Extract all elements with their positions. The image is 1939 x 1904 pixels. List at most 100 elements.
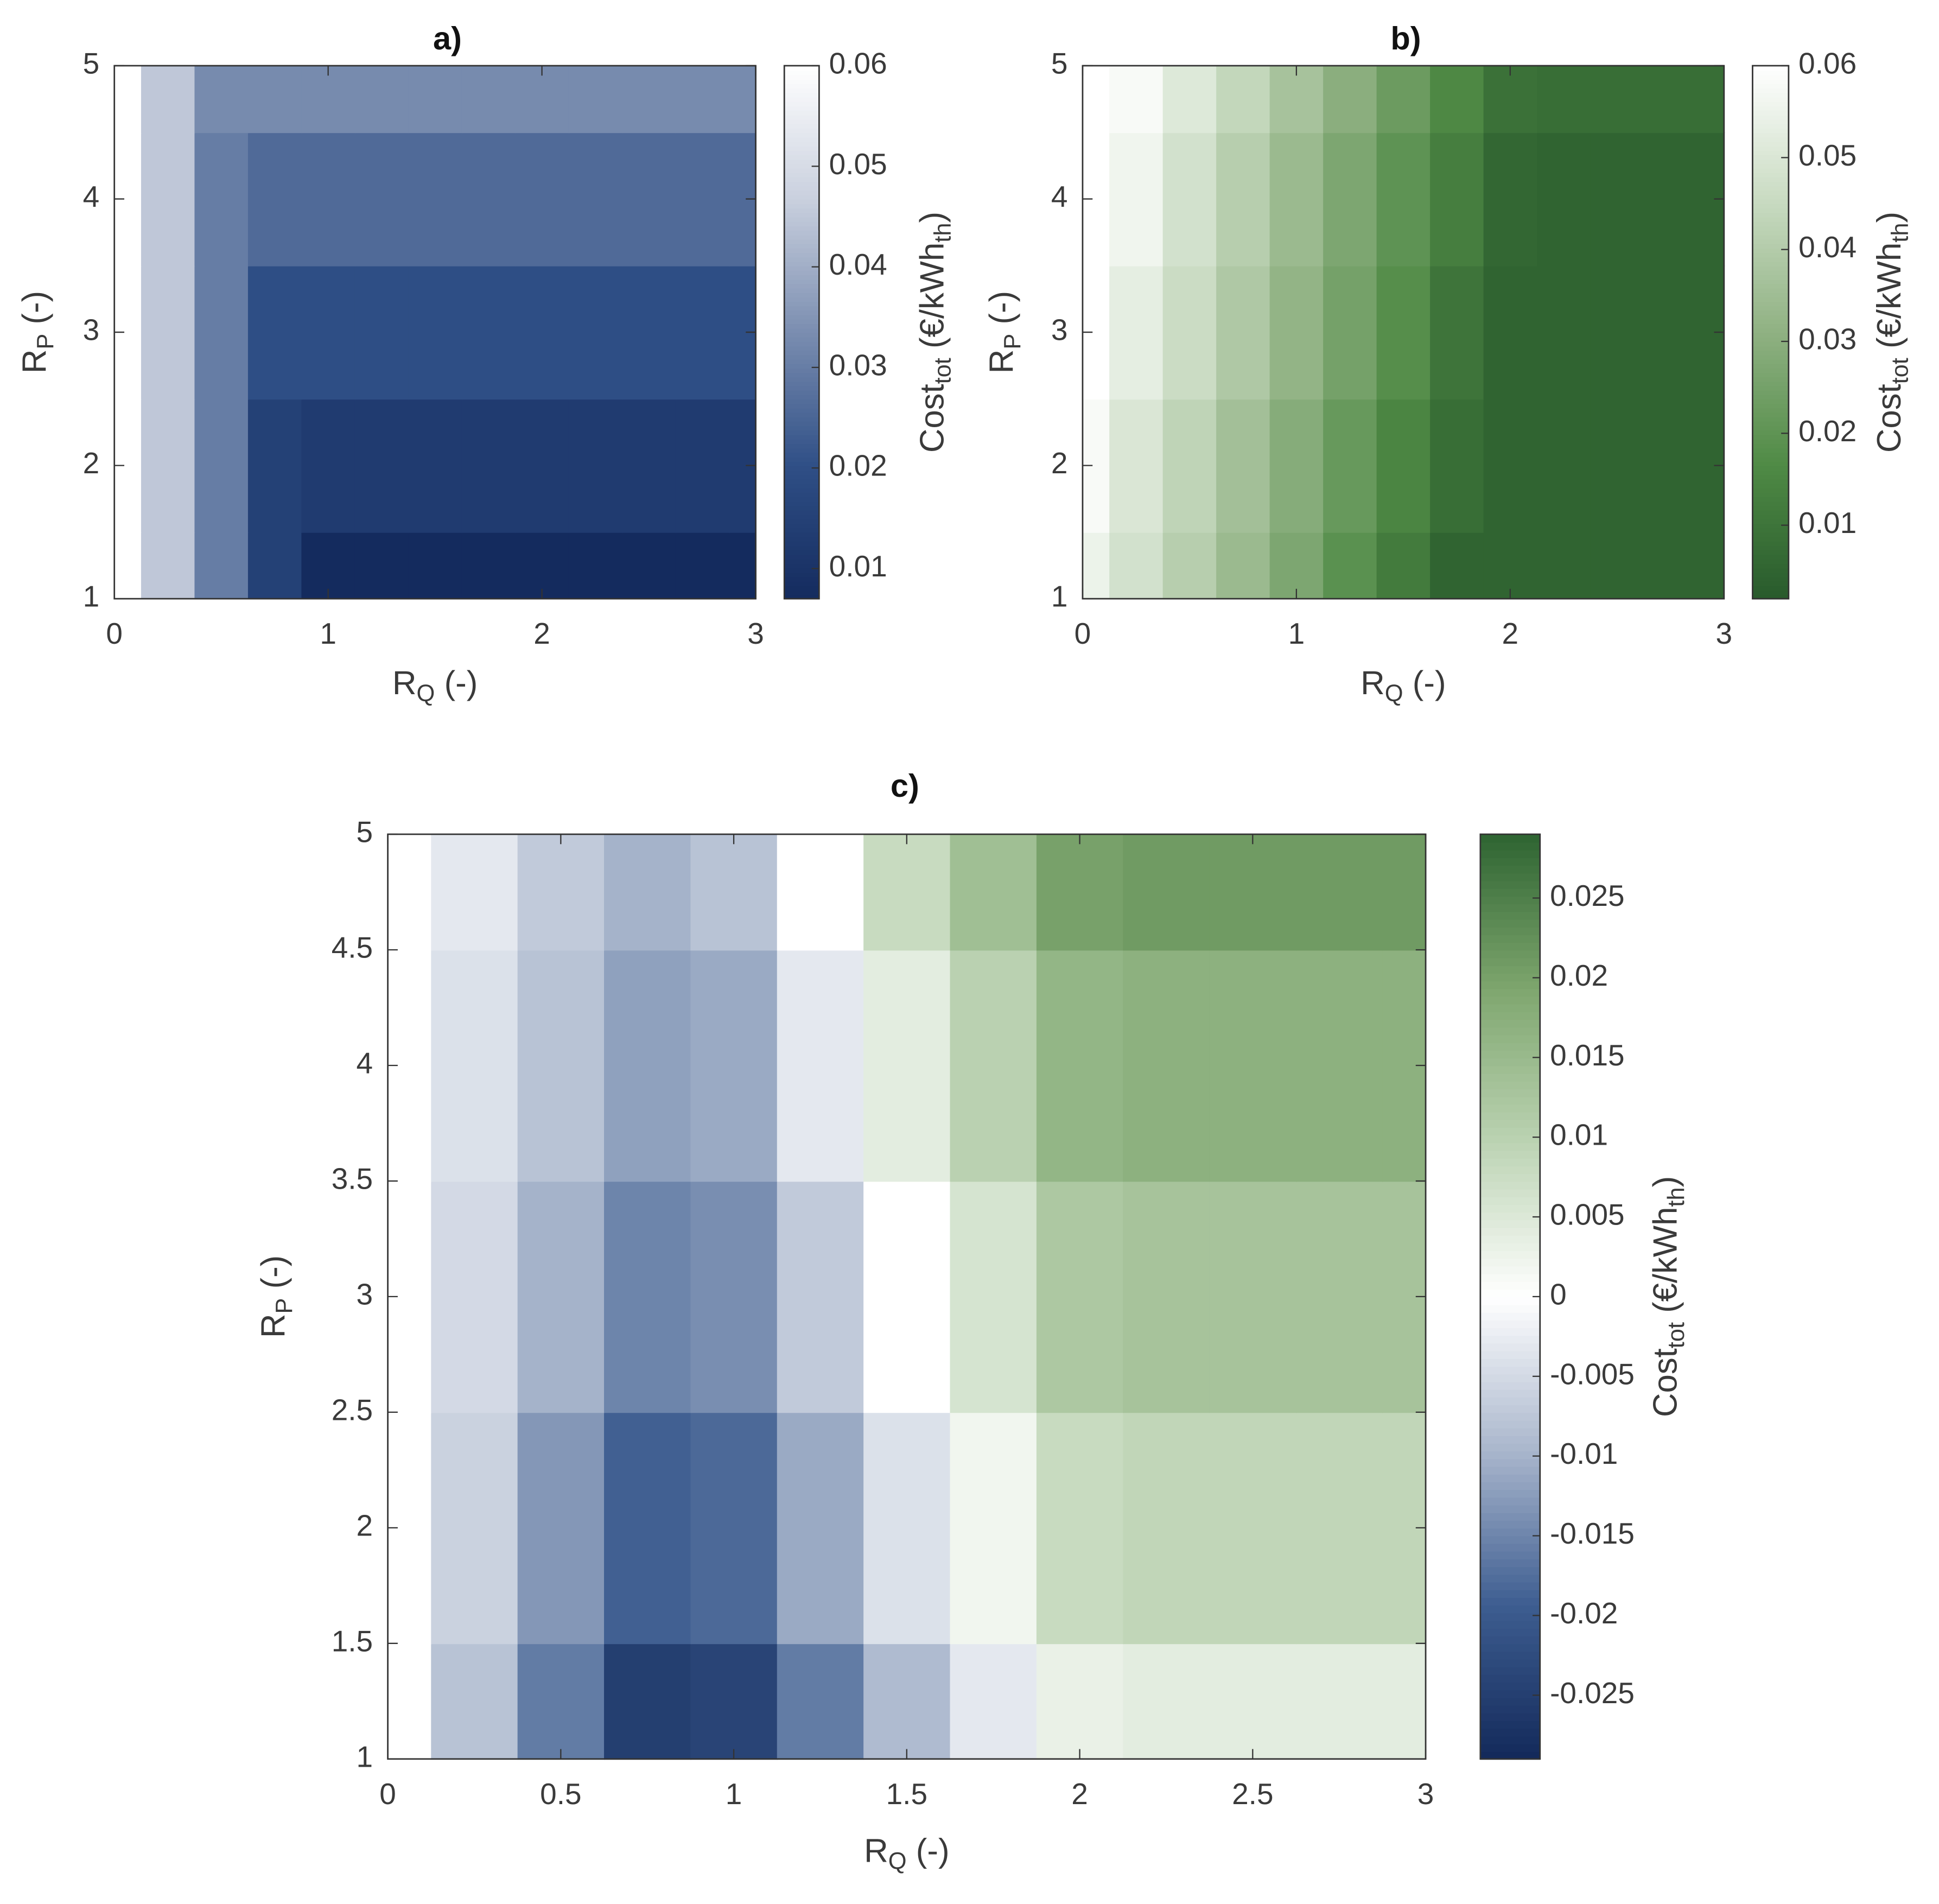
colorbar-swatch [1480,880,1540,889]
label-text: R [255,1313,293,1338]
colorbar-swatch [1480,1065,1540,1074]
cell [1537,132,1591,266]
colorbar-swatch [1752,416,1789,422]
y-tick-label: 2 [357,1508,373,1542]
colorbar-tick-label: 0.04 [1798,230,1857,264]
label-subscript: P [33,334,59,350]
colorbar-swatch [784,496,819,502]
colorbar-swatch [1752,292,1789,297]
colorbar-swatch [1752,390,1789,396]
label-text: (€/kWh [1871,243,1908,358]
colorbar-swatch [784,256,819,262]
x-tick-label: 1 [1288,617,1305,650]
colorbar-swatch [1752,496,1789,502]
colorbar-swatch [1480,1158,1540,1166]
colorbar-swatch [1752,341,1789,346]
colorbar-swatch [1752,541,1789,547]
colorbar-swatch [1480,1643,1540,1652]
colorbar-swatch [784,354,819,360]
cell [408,132,463,266]
colorbar-swatch [1480,1335,1540,1344]
cell [1216,66,1271,134]
cell [675,532,730,600]
label-subscript: th [1887,223,1913,243]
colorbar-tick-label: 0.05 [829,147,887,181]
colorbar-swatch [1752,425,1789,431]
colorbar-swatch [1480,1181,1540,1190]
colorbar-swatch [1480,1613,1540,1621]
cell [1382,834,1427,951]
y-tick-label: 4.5 [332,931,373,964]
colorbar-swatch [784,456,819,462]
cell [1483,265,1538,400]
label-subscript: tot [930,358,956,384]
colorbar-swatch [1480,1381,1540,1390]
colorbar-swatch [784,199,819,205]
colorbar-swatch [1752,110,1789,116]
cell [1697,532,1725,600]
y-axis-label: RP (-) [983,291,1026,373]
colorbar-swatch [1480,1127,1540,1136]
colorbar-swatch [784,563,819,569]
colorbar-swatch [784,247,819,253]
colorbar-swatch [1480,1427,1540,1436]
cell [1537,265,1591,400]
colorbar-tick-label: 0.06 [1798,47,1857,80]
colorbar-swatch [1752,372,1789,378]
colorbar-tick-label: 0.01 [1798,506,1857,540]
colorbar-swatch [784,350,819,356]
colorbar-swatch [1480,1597,1540,1606]
y-tick-label: 5 [83,47,100,80]
colorbar-swatch [1752,412,1789,417]
cell [1109,132,1164,266]
colorbar-swatch [784,394,819,400]
x-tick-label: 3 [1417,1777,1434,1811]
label-text: (-) [983,291,1021,334]
colorbar-swatch [1752,447,1789,453]
colorbar-swatch [1480,1512,1540,1521]
colorbar-swatch [1480,1435,1540,1444]
colorbar-swatch [1752,243,1789,249]
y-tick-label: 5 [357,815,373,849]
label-subscript: th [1663,1187,1689,1207]
cell [354,132,409,266]
cell [194,265,249,400]
colorbar-swatch [784,74,819,80]
cell [1209,950,1297,1182]
cell [1109,66,1164,134]
colorbar-swatch [1752,563,1789,569]
colorbar-swatch [1480,1751,1540,1760]
colorbar-swatch [1752,518,1789,524]
colorbar-swatch [1752,314,1789,320]
colorbar-swatch [1480,1327,1540,1336]
colorbar-swatch [1752,217,1789,222]
cell [408,265,463,400]
cell [1162,66,1217,134]
colorbar-swatch [1752,550,1789,555]
cell [431,1643,519,1760]
cell [1296,1412,1383,1645]
colorbar-swatch [784,390,819,396]
colorbar-swatch [784,239,819,244]
label-text: (-) [907,1832,950,1870]
colorbar-swatch [1480,1235,1540,1243]
cell [141,398,195,533]
cell [247,398,302,533]
colorbar-swatch [1480,1296,1540,1305]
cell [517,834,605,951]
label-text: Cost [1647,1348,1684,1417]
colorbar-swatch [1752,115,1789,120]
colorbar-swatch [1480,1589,1540,1598]
x-axis-label: RQ (-) [392,664,478,707]
colorbar-swatch [784,381,819,386]
colorbar-swatch [1480,1604,1540,1614]
colorbar-swatch [1752,469,1789,475]
cell [408,398,463,533]
colorbar-swatch [784,234,819,240]
colorbar-swatch [1752,79,1789,85]
colorbar-swatch [1752,207,1789,213]
colorbar-swatch [1752,92,1789,98]
x-tick-label: 1 [320,617,336,650]
colorbar-swatch [1480,1674,1540,1683]
colorbar-swatch [1752,132,1789,138]
